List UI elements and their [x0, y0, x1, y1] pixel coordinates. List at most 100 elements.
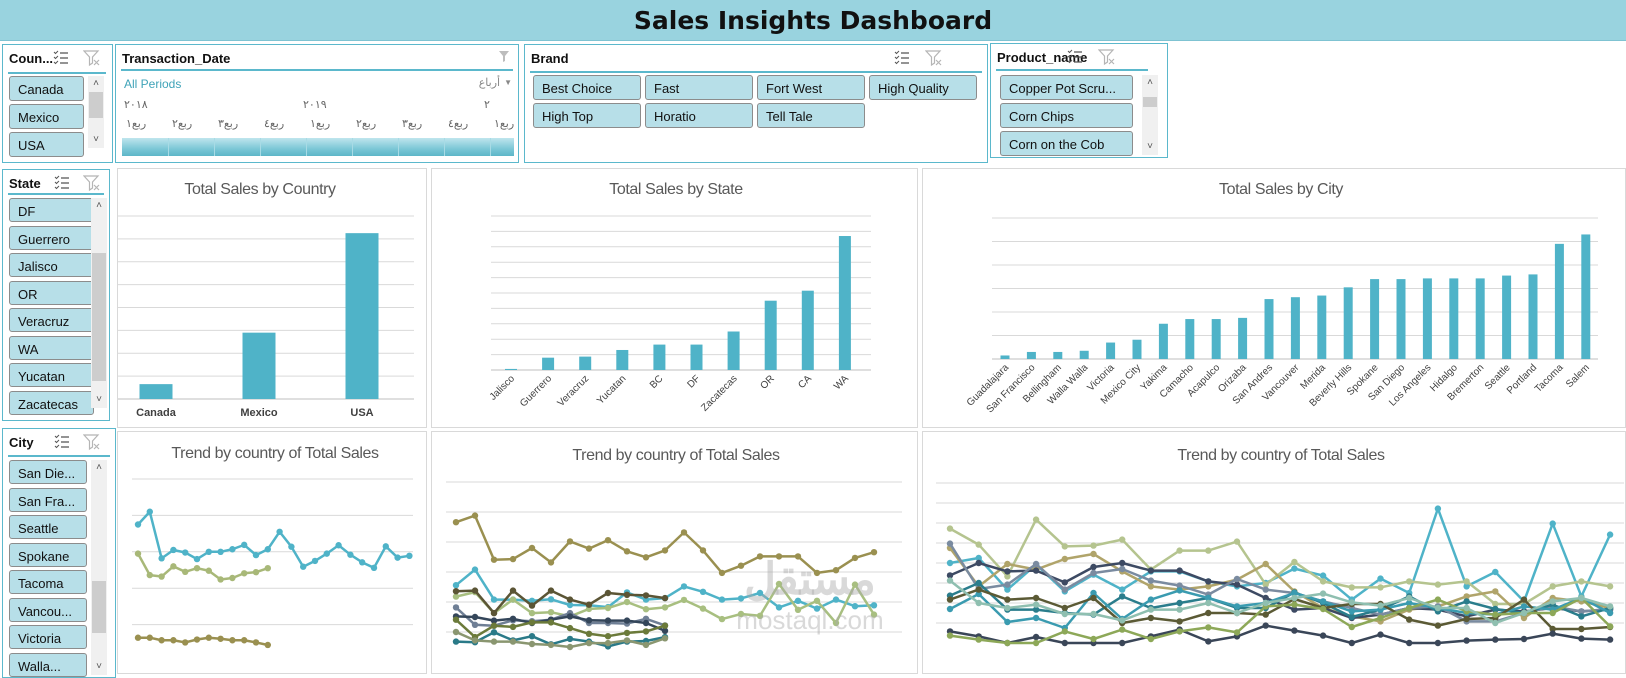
data-point[interactable] — [471, 637, 479, 644]
bar-san-diego[interactable] — [1396, 279, 1406, 359]
bar-veracruz[interactable] — [579, 356, 592, 370]
data-point[interactable] — [737, 610, 745, 618]
data-point[interactable] — [1004, 568, 1011, 575]
data-point[interactable] — [1348, 584, 1355, 591]
data-point[interactable] — [1319, 598, 1327, 605]
clear-filter-icon[interactable] — [498, 50, 510, 64]
data-point[interactable] — [1090, 563, 1097, 571]
data-point[interactable] — [509, 587, 517, 594]
data-point[interactable] — [1004, 586, 1011, 593]
data-point[interactable] — [1549, 520, 1556, 527]
slicer-item-victoria[interactable]: Victoria — [9, 625, 87, 649]
scrollbar-thumb[interactable] — [92, 253, 106, 381]
data-point[interactable] — [1262, 581, 1269, 588]
data-point[interactable] — [680, 583, 688, 590]
data-point[interactable] — [566, 601, 574, 609]
data-point[interactable] — [870, 611, 878, 618]
series-line-0[interactable] — [455, 514, 875, 575]
data-point[interactable] — [1348, 599, 1355, 606]
data-point[interactable] — [1004, 639, 1011, 647]
data-point[interactable] — [1176, 606, 1183, 613]
data-point[interactable] — [1348, 608, 1355, 615]
data-point[interactable] — [1090, 594, 1097, 602]
data-point[interactable] — [1291, 601, 1298, 608]
clear-filter-icon[interactable] — [82, 433, 101, 451]
data-point[interactable] — [528, 602, 536, 609]
bar-walla-walla[interactable] — [1079, 350, 1089, 359]
data-point[interactable] — [1205, 594, 1212, 602]
data-point[interactable] — [1492, 619, 1499, 627]
data-point[interactable] — [813, 597, 821, 604]
data-point[interactable] — [1406, 616, 1413, 623]
data-point[interactable] — [1004, 573, 1011, 580]
data-point[interactable] — [205, 567, 212, 574]
data-point[interactable] — [1061, 628, 1068, 635]
bar-or[interactable] — [764, 300, 777, 370]
data-point[interactable] — [264, 641, 271, 649]
slicer-item-fast[interactable]: Fast — [645, 75, 753, 100]
slicer-item-wa[interactable]: WA — [9, 335, 94, 360]
bar-los-angeles[interactable] — [1422, 278, 1432, 359]
data-point[interactable] — [775, 553, 783, 560]
data-point[interactable] — [832, 596, 840, 603]
data-point[interactable] — [1147, 577, 1155, 584]
data-point[interactable] — [623, 591, 631, 598]
data-point[interactable] — [509, 596, 517, 603]
data-point[interactable] — [547, 609, 555, 616]
data-point[interactable] — [547, 587, 555, 594]
data-point[interactable] — [1176, 567, 1183, 574]
data-point[interactable] — [1262, 594, 1269, 602]
data-point[interactable] — [604, 604, 612, 612]
slicer-item-san-die[interactable]: San Die... — [9, 460, 87, 484]
data-point[interactable] — [946, 525, 954, 532]
series-line-8[interactable] — [455, 630, 666, 649]
bar-orizaba[interactable] — [1238, 317, 1248, 359]
data-point[interactable] — [217, 548, 224, 555]
clear-filter-icon[interactable] — [924, 49, 943, 67]
data-point[interactable] — [1147, 606, 1155, 613]
data-point[interactable] — [642, 554, 650, 561]
series-line-2[interactable] — [138, 636, 269, 647]
data-point[interactable] — [1319, 590, 1327, 597]
data-point[interactable] — [1520, 609, 1528, 617]
slicer-item-zacatecas[interactable]: Zacatecas — [9, 390, 94, 415]
slicer-item-horatio[interactable]: Horatio — [645, 103, 753, 128]
slicer-item-seattle[interactable]: Seattle — [9, 515, 87, 539]
data-point[interactable] — [471, 566, 479, 573]
data-point[interactable] — [547, 596, 555, 603]
bar-acapulco[interactable] — [1211, 319, 1221, 359]
data-point[interactable] — [832, 567, 840, 574]
data-point[interactable] — [1492, 600, 1499, 608]
data-point[interactable] — [661, 594, 669, 602]
data-point[interactable] — [1032, 614, 1040, 622]
multi-select-icon[interactable] — [893, 49, 911, 67]
data-point[interactable] — [229, 637, 236, 644]
data-point[interactable] — [146, 634, 153, 641]
data-point[interactable] — [1377, 631, 1384, 638]
bar-bremerton[interactable] — [1475, 278, 1485, 359]
data-point[interactable] — [509, 623, 517, 631]
timeline-quarter-label[interactable]: ربع٣ — [402, 118, 423, 130]
timeline-quarter-label[interactable]: ربع٢ — [172, 118, 193, 130]
bar-df[interactable] — [690, 344, 703, 370]
data-point[interactable] — [1492, 605, 1499, 613]
data-point[interactable] — [946, 596, 954, 603]
data-point[interactable] — [975, 579, 982, 587]
data-point[interactable] — [1319, 632, 1327, 639]
data-point[interactable] — [851, 554, 859, 562]
data-point[interactable] — [851, 603, 859, 610]
scroll-down-icon[interactable]: ˅ — [93, 134, 99, 145]
data-point[interactable] — [394, 554, 401, 561]
data-point[interactable] — [1032, 606, 1040, 613]
data-point[interactable] — [1233, 629, 1241, 636]
data-point[interactable] — [1377, 584, 1384, 591]
data-point[interactable] — [1176, 547, 1183, 554]
series-line-1[interactable] — [136, 553, 269, 581]
slicer-item-usa[interactable]: USA — [9, 132, 84, 157]
clear-filter-icon[interactable] — [1097, 48, 1116, 66]
data-point[interactable] — [946, 577, 954, 584]
data-point[interactable] — [1434, 505, 1442, 512]
scroll-down-icon[interactable]: ˅ — [96, 394, 102, 405]
data-point[interactable] — [1061, 543, 1068, 550]
scrollbar-thumb[interactable] — [89, 92, 103, 118]
